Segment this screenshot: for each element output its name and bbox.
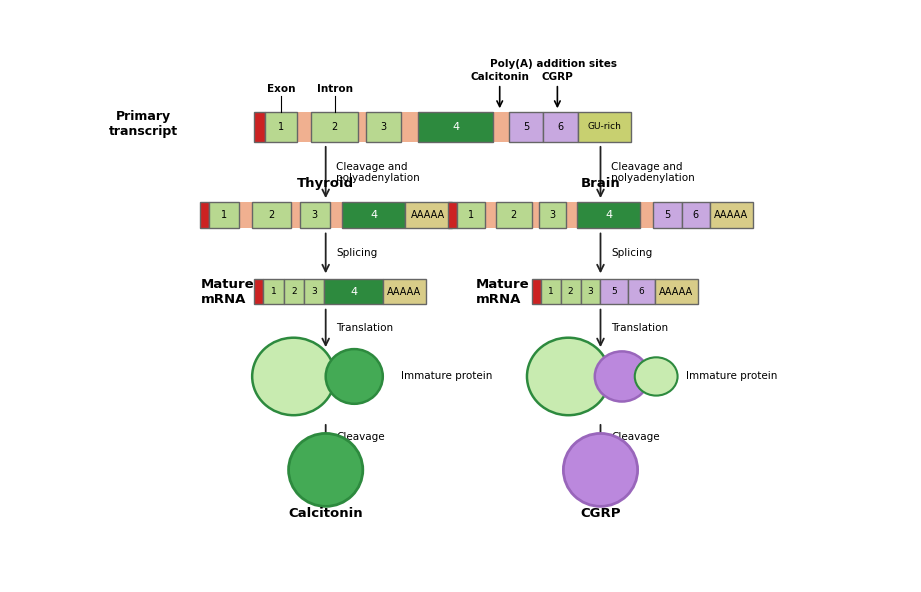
Ellipse shape <box>288 433 363 506</box>
Bar <box>627 279 655 304</box>
Text: Immature protein: Immature protein <box>401 371 492 381</box>
Text: AAAAA: AAAAA <box>387 287 421 297</box>
Text: 5: 5 <box>664 210 670 220</box>
Text: Poly(A) addition sites: Poly(A) addition sites <box>490 59 617 69</box>
Bar <box>200 202 209 229</box>
Text: 3: 3 <box>380 122 387 132</box>
Text: 5: 5 <box>523 122 530 132</box>
Bar <box>449 202 458 229</box>
Bar <box>543 112 577 141</box>
Bar <box>682 202 710 229</box>
Bar <box>251 202 291 229</box>
Bar <box>265 112 297 141</box>
Text: Brain: Brain <box>580 178 621 191</box>
Bar <box>539 202 565 229</box>
Text: 1: 1 <box>548 287 554 297</box>
Text: Exon: Exon <box>267 84 296 94</box>
Bar <box>285 279 304 304</box>
Ellipse shape <box>252 337 335 415</box>
Text: 3: 3 <box>311 287 317 297</box>
Bar <box>383 279 426 304</box>
Text: Translation: Translation <box>612 323 669 333</box>
Bar <box>710 202 752 229</box>
Bar <box>655 279 697 304</box>
Text: 2: 2 <box>567 287 574 297</box>
Bar <box>254 279 262 304</box>
Text: 1: 1 <box>271 287 276 297</box>
Bar <box>209 202 451 229</box>
Bar <box>600 279 627 304</box>
Text: 4: 4 <box>350 287 357 297</box>
Bar <box>577 112 631 141</box>
Text: Translation: Translation <box>336 323 393 333</box>
Text: Calcitonin: Calcitonin <box>288 507 363 520</box>
Bar <box>343 202 405 229</box>
Text: Cleavage and
polyadenylation: Cleavage and polyadenylation <box>612 162 695 184</box>
Text: 6: 6 <box>638 287 644 297</box>
Text: Intron: Intron <box>317 84 353 94</box>
Bar <box>324 279 383 304</box>
Text: 2: 2 <box>510 210 517 220</box>
Text: 1: 1 <box>468 210 474 220</box>
Text: 1: 1 <box>278 122 285 132</box>
Bar <box>254 112 265 141</box>
Text: AAAAA: AAAAA <box>715 210 749 220</box>
Text: 3: 3 <box>311 210 318 220</box>
Text: Mature
mRNA: Mature mRNA <box>201 278 254 306</box>
Bar <box>580 279 600 304</box>
Bar <box>405 202 451 229</box>
Bar <box>653 202 682 229</box>
Bar <box>299 202 330 229</box>
Text: Splicing: Splicing <box>612 249 652 258</box>
Text: AAAAA: AAAAA <box>412 210 446 220</box>
Text: 4: 4 <box>452 122 460 132</box>
Text: Mature
mRNA: Mature mRNA <box>475 278 530 306</box>
Ellipse shape <box>527 337 610 415</box>
Bar <box>458 202 752 229</box>
Text: 6: 6 <box>557 122 564 132</box>
Bar <box>532 279 541 304</box>
Ellipse shape <box>595 352 649 401</box>
Text: AAAAA: AAAAA <box>659 287 694 297</box>
Text: 3: 3 <box>588 287 593 297</box>
Bar <box>367 112 401 141</box>
Text: CGRP: CGRP <box>580 507 621 520</box>
Bar <box>265 112 631 141</box>
Bar <box>509 112 543 141</box>
Text: GU-rich: GU-rich <box>588 123 622 131</box>
Ellipse shape <box>326 349 383 404</box>
Text: 1: 1 <box>221 210 227 220</box>
Text: 2: 2 <box>332 122 338 132</box>
Bar <box>541 279 561 304</box>
Bar <box>577 202 640 229</box>
Text: Cleavage and
polyadenylation: Cleavage and polyadenylation <box>336 162 420 184</box>
Text: 2: 2 <box>268 210 274 220</box>
Bar <box>311 112 357 141</box>
Bar <box>418 112 494 141</box>
Bar <box>209 202 239 229</box>
Text: CGRP: CGRP <box>542 72 573 82</box>
Ellipse shape <box>635 358 678 395</box>
Text: Cleavage: Cleavage <box>612 432 659 442</box>
Text: Primary
transcript: Primary transcript <box>109 110 179 138</box>
Text: Cleavage: Cleavage <box>336 432 385 442</box>
Bar <box>262 279 285 304</box>
Text: Splicing: Splicing <box>336 249 378 258</box>
Text: 4: 4 <box>370 210 378 220</box>
Text: 4: 4 <box>605 210 612 220</box>
Text: 6: 6 <box>693 210 699 220</box>
Text: Thyroid: Thyroid <box>297 178 355 191</box>
Text: Calcitonin: Calcitonin <box>471 72 530 82</box>
Ellipse shape <box>564 433 637 506</box>
Text: Immature protein: Immature protein <box>686 371 777 381</box>
Bar <box>304 279 324 304</box>
Bar <box>561 279 580 304</box>
Text: 3: 3 <box>549 210 555 220</box>
Text: 2: 2 <box>291 287 297 297</box>
Bar <box>495 202 531 229</box>
Text: 5: 5 <box>612 287 617 297</box>
Bar <box>458 202 484 229</box>
